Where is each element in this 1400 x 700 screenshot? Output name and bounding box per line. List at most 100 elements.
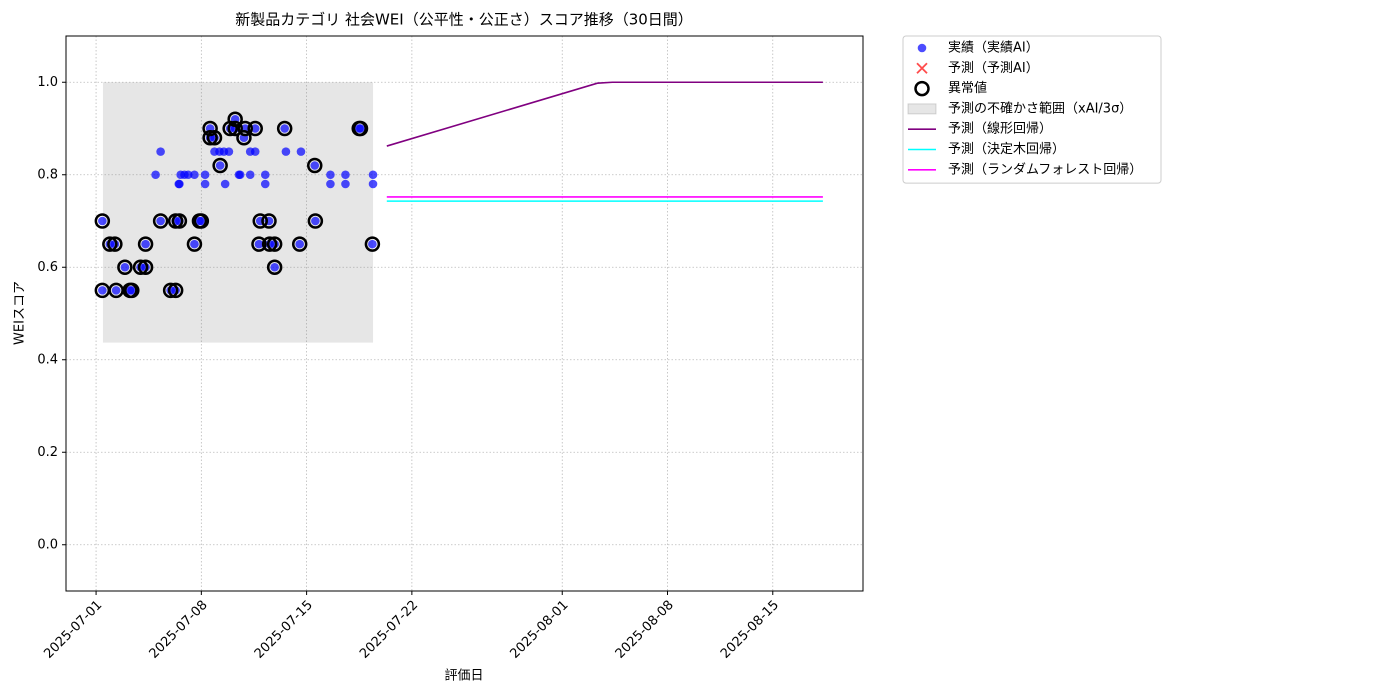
anomaly-marker — [202, 130, 218, 146]
anomaly-marker — [212, 157, 228, 174]
anomaly-marker — [167, 282, 184, 299]
chart-title: 新製品カテゴリ 社会WEI（公平性・公正さ）スコア推移（30日間） — [235, 11, 693, 29]
anomaly-marker — [364, 236, 381, 252]
anomaly-marker — [117, 259, 133, 275]
data-point — [197, 216, 206, 226]
y-tick-label: 0.8 — [37, 167, 58, 182]
anomaly-marker — [124, 282, 140, 299]
data-point — [250, 147, 260, 156]
data-point — [245, 170, 255, 180]
x-tick-label: 2025-08-01 — [508, 598, 572, 662]
anomaly-marker — [352, 120, 369, 137]
data-point — [156, 216, 165, 226]
uncertainty-band — [102, 82, 374, 343]
data-point — [235, 170, 245, 180]
anomaly-marker — [94, 213, 111, 229]
data-point — [341, 179, 350, 189]
data-point — [175, 179, 184, 189]
data-point — [281, 147, 291, 156]
plot-frame — [65, 35, 864, 592]
data-point — [224, 147, 234, 156]
x-axis-label: 評価日 — [444, 669, 483, 684]
data-point — [296, 147, 306, 156]
anomaly-marker — [252, 213, 268, 229]
anomaly-marker — [102, 236, 118, 252]
data-point — [111, 286, 121, 295]
anomaly-marker — [266, 236, 283, 252]
data-point — [368, 170, 378, 180]
data-point — [341, 170, 350, 180]
anomaly-marker — [251, 236, 267, 252]
anomaly-marker — [152, 213, 169, 229]
anomaly-marker — [137, 236, 154, 252]
data-point — [127, 286, 137, 295]
anomaly-marker — [227, 111, 243, 127]
anomaly-marker — [137, 259, 154, 275]
legend-label: 予測（線形回帰） — [948, 121, 1052, 137]
prediction-line — [386, 81, 823, 147]
anomaly-marker — [107, 236, 123, 252]
data-point — [215, 161, 225, 170]
data-point — [295, 239, 305, 249]
x-tick-label: 2025-08-15 — [718, 598, 782, 662]
anomaly-marker — [227, 120, 243, 137]
legend-swatch — [907, 103, 937, 115]
data-point — [190, 239, 199, 249]
anomaly-marker — [306, 157, 323, 174]
legend-label: 予測（決定木回帰） — [948, 141, 1065, 157]
data-point — [280, 124, 289, 133]
legend-marker — [916, 62, 928, 74]
y-tick-label: 0.2 — [37, 445, 58, 460]
data-point — [311, 216, 320, 226]
data-point — [270, 262, 279, 272]
anomaly-marker — [261, 213, 277, 229]
y-tick-label: 0.0 — [37, 537, 58, 552]
anomaly-marker — [193, 213, 210, 229]
y-tick-label: 0.4 — [37, 352, 58, 367]
x-tick-label: 2025-07-08 — [147, 598, 211, 662]
data-point — [98, 216, 107, 226]
legend-label: 予測の不確かさ範囲（xAI/3σ） — [948, 100, 1132, 116]
anomaly-marker — [247, 120, 263, 137]
data-point — [368, 179, 378, 189]
data-point — [200, 179, 210, 189]
anomaly-marker — [202, 120, 218, 137]
data-point — [141, 239, 150, 249]
anomaly-marker — [307, 213, 324, 229]
anomaly-marker — [186, 236, 203, 252]
anomaly-marker — [236, 130, 252, 146]
data-point — [310, 161, 320, 170]
legend-frame — [902, 35, 1162, 184]
anomaly-marker — [237, 120, 253, 137]
data-point — [260, 179, 270, 189]
x-tick-label: 2025-07-01 — [41, 598, 105, 662]
anomaly-marker — [132, 259, 149, 275]
y-tick-label: 1.0 — [37, 75, 58, 90]
data-point — [254, 239, 264, 249]
anomaly-marker — [276, 120, 293, 137]
data-point — [356, 124, 365, 133]
anomaly-marker — [261, 236, 278, 252]
anomaly-marker — [171, 213, 188, 229]
y-axis-label: WEIスコア — [13, 281, 28, 345]
y-tick-label: 0.6 — [37, 260, 58, 275]
data-point — [368, 239, 377, 249]
data-point — [220, 179, 230, 189]
legend-label: 実績（実績AI） — [948, 40, 1039, 56]
data-point — [183, 170, 193, 180]
data-point — [151, 170, 160, 180]
data-point — [250, 124, 260, 133]
anomaly-marker — [206, 130, 223, 146]
data-point — [120, 262, 130, 272]
data-point — [326, 179, 335, 189]
anomaly-marker — [291, 236, 308, 252]
legend-marker — [914, 80, 930, 97]
data-point — [260, 170, 270, 180]
data-point — [200, 170, 210, 180]
legend-label: 予測（予測AI） — [948, 61, 1039, 76]
legend-label: 異常値 — [948, 80, 987, 96]
data-point — [190, 170, 199, 180]
